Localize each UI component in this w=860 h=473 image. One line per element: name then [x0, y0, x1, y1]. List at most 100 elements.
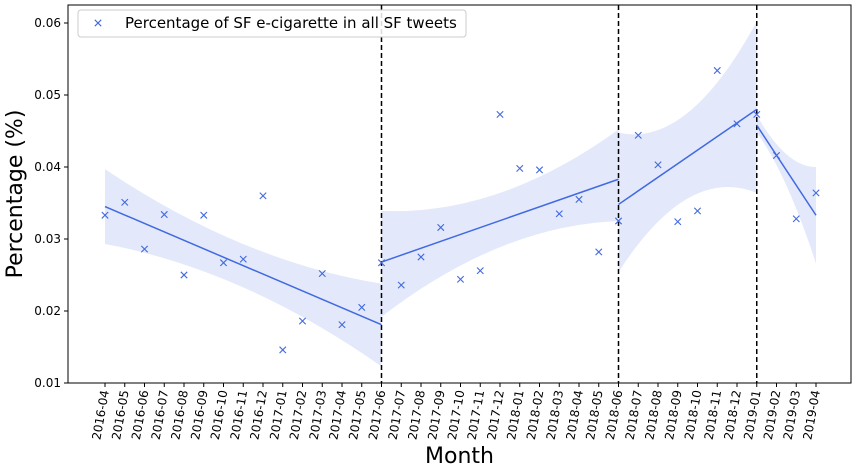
x-tick-label: 2017-04	[326, 389, 348, 441]
data-point-2019-03	[792, 215, 800, 223]
x-tick-label: 2016-10	[208, 389, 230, 441]
data-point-2017-07	[397, 281, 405, 289]
data-point-2017-01	[279, 346, 287, 354]
x-tick-label: 2018-03	[544, 389, 566, 441]
data-point-2016-07	[160, 210, 168, 219]
data-point-2017-09	[437, 223, 445, 232]
x-tick-label: 2018-02	[524, 389, 546, 441]
data-point-2017-02	[298, 317, 307, 325]
x-tick-label: 2016-07	[149, 389, 171, 441]
x-tick-label: 2018-08	[642, 389, 664, 441]
x-tick-label: 2018-12	[721, 389, 743, 441]
breakpoint-lines	[380, 5, 758, 383]
x-tick-label: 2017-05	[346, 389, 368, 441]
x-tick-label: 2018-11	[702, 389, 724, 441]
x-tick-label: 2019-02	[761, 389, 783, 441]
data-point-2018-12	[733, 120, 741, 128]
y-axis: 0.01 0.02 0.03 0.04 0.05 0.06	[34, 16, 68, 390]
x-tick-label: 2019-04	[800, 389, 822, 441]
x-axis-title: Month	[425, 444, 494, 469]
x-tick-label: 2018-05	[583, 389, 605, 441]
data-point-2018-03	[555, 210, 563, 218]
data-point-2019-04	[812, 189, 820, 197]
x-tick-label: 2018-09	[662, 389, 684, 441]
x-tick-label: 2017-03	[307, 389, 329, 441]
regression-line-3	[618, 108, 758, 206]
y-tick-label: 0.02	[34, 304, 61, 318]
data-point-2016-08	[180, 271, 188, 279]
data-point-2019-01	[753, 110, 761, 119]
data-point-2018-09	[674, 218, 682, 226]
plot-frame	[67, 4, 852, 384]
data-point-2016-04	[101, 211, 109, 219]
x-tick-label: 2018-06	[603, 389, 625, 441]
data-point-2017-03	[318, 269, 326, 278]
x-tick-label: 2016-09	[188, 389, 210, 441]
data-point-2018-08	[654, 161, 662, 169]
x-tick-label: 2018-01	[504, 389, 526, 441]
y-tick-label: 0.01	[34, 376, 61, 390]
x-tick-label: 2016-08	[168, 389, 190, 441]
data-point-2017-08	[417, 253, 425, 261]
legend-marker-x	[94, 19, 102, 27]
data-point-2018-07	[634, 131, 642, 139]
confidence-band-4	[756, 115, 816, 264]
x-tick-label: 2018-10	[682, 389, 704, 441]
data-point-2018-05	[595, 248, 603, 256]
y-tick-label: 0.05	[34, 88, 61, 102]
x-tick-label: 2017-08	[405, 389, 427, 441]
x-tick-label: 2017-06	[366, 389, 388, 441]
x-axis: 2016-042016-052016-062016-072016-082016-…	[89, 383, 823, 441]
data-point-2017-05	[358, 303, 366, 311]
x-tick-label: 2016-12	[247, 389, 269, 441]
confidence-band-2	[381, 129, 619, 317]
regression-line-1	[104, 205, 382, 326]
y-axis-title: Percentage (%)	[3, 110, 28, 279]
data-point-2016-05	[121, 198, 129, 206]
data-point-2016-06	[140, 245, 149, 253]
y-tick-label: 0.06	[34, 16, 61, 30]
data-point-2017-04	[338, 321, 346, 329]
data-point-2016-09	[200, 211, 208, 219]
y-tick-label: 0.04	[34, 160, 61, 174]
x-tick-label: 2017-07	[386, 389, 408, 441]
y-tick-label: 0.03	[34, 232, 61, 246]
legend-box	[77, 9, 467, 38]
data-point-2019-02	[772, 151, 781, 160]
data-point-2016-12	[259, 192, 267, 200]
x-tick-label: 2017-11	[465, 389, 487, 441]
data-point-2017-10	[456, 275, 465, 283]
data-point-2018-04	[575, 195, 583, 203]
x-tick-label: 2017-01	[267, 389, 289, 441]
x-tick-label: 2017-02	[287, 389, 309, 441]
data-point-2017-12	[496, 110, 504, 119]
x-tick-label: 2016-05	[109, 389, 131, 441]
x-tick-label: 2017-09	[425, 389, 447, 441]
x-tick-label: 2016-11	[228, 389, 250, 441]
x-tick-label: 2016-06	[129, 389, 151, 441]
x-tick-label: 2019-03	[781, 389, 803, 441]
confidence-band-1	[105, 169, 382, 367]
legend-label: Percentage of SF e-cigarette in all SF t…	[125, 14, 457, 32]
data-point-2016-10	[219, 259, 228, 267]
data-points	[101, 66, 820, 354]
data-point-2018-11	[713, 66, 721, 75]
x-tick-label: 2016-04	[89, 389, 111, 441]
data-point-2018-10	[693, 207, 702, 215]
regression-line-2	[381, 178, 619, 263]
confidence-bands	[105, 21, 816, 367]
data-point-2017-06	[377, 259, 386, 267]
data-point-2018-01	[516, 164, 524, 173]
data-point-2016-11	[239, 255, 247, 263]
x-tick-label: 2017-12	[484, 389, 506, 441]
x-tick-label: 2018-07	[623, 389, 645, 441]
x-tick-label: 2018-04	[563, 389, 585, 441]
data-point-2018-02	[535, 166, 544, 174]
data-point-2017-11	[476, 267, 484, 275]
confidence-band-3	[618, 21, 757, 273]
regression-line-4	[756, 124, 817, 216]
x-tick-label: 2017-10	[445, 389, 467, 441]
legend-marker	[94, 19, 102, 27]
legend: Percentage of SF e-cigarette in all SF t…	[77, 9, 467, 38]
